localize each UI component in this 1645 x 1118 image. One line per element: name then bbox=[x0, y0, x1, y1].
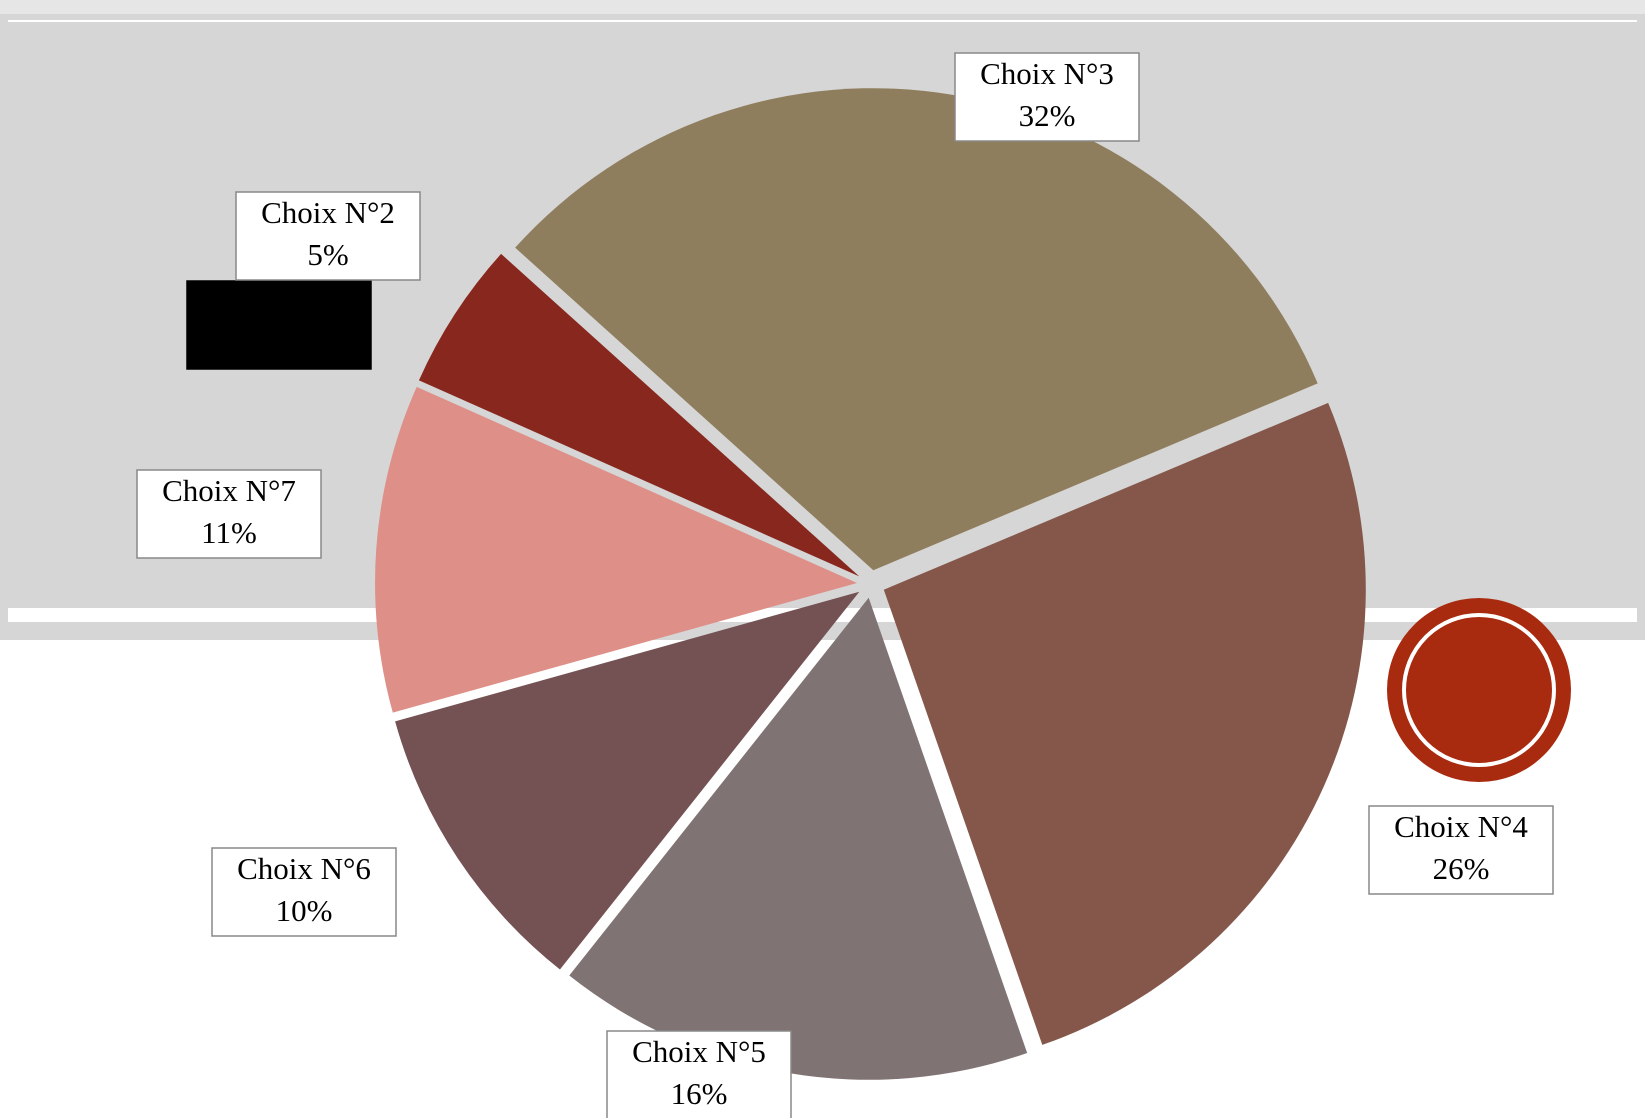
pie-slice bbox=[883, 402, 1366, 1045]
data-label-box bbox=[186, 280, 372, 370]
data-label-value: 5% bbox=[307, 237, 348, 272]
data-label-box bbox=[606, 1030, 792, 1118]
data-label-value: 11% bbox=[201, 515, 257, 550]
data-label-category: Choix N°1 bbox=[210, 284, 347, 319]
data-label-box bbox=[1368, 805, 1554, 895]
data-label-category: Choix N°3 bbox=[980, 56, 1114, 91]
data-label-value: 32% bbox=[1019, 98, 1076, 133]
data-label-category: Choix N°6 bbox=[237, 851, 371, 886]
data-label-value: 10% bbox=[276, 893, 333, 928]
data-label-category: Choix N°4 bbox=[1394, 809, 1528, 844]
band-line bbox=[8, 20, 1637, 22]
pie bbox=[375, 88, 1366, 1080]
decor-ring bbox=[1402, 613, 1556, 767]
pie-slice bbox=[395, 591, 860, 970]
data-label-box bbox=[954, 52, 1140, 142]
pie-slice bbox=[569, 597, 1028, 1080]
pie-slice bbox=[515, 88, 1318, 571]
pie-slice bbox=[418, 253, 860, 577]
data-label-value: 16% bbox=[671, 1076, 728, 1111]
data-label-category: Choix N°7 bbox=[162, 473, 296, 508]
data-label-category: Choix N°2 bbox=[261, 195, 395, 230]
decor-circle bbox=[1387, 598, 1571, 782]
top-strip bbox=[0, 0, 1645, 14]
pie-slice bbox=[417, 382, 859, 579]
data-label-box bbox=[136, 469, 322, 559]
pie-slice bbox=[375, 386, 858, 713]
data-label-value: 0% bbox=[256, 326, 303, 361]
data-label-category: Choix N°5 bbox=[632, 1034, 766, 1069]
data-label-box bbox=[211, 847, 397, 937]
data-label-box bbox=[235, 191, 421, 281]
labels: Choix N°1 0% Choix N°2 5% Choix N°3 32% Choix … bbox=[136, 52, 1554, 1118]
data-label-value: 26% bbox=[1433, 851, 1490, 886]
